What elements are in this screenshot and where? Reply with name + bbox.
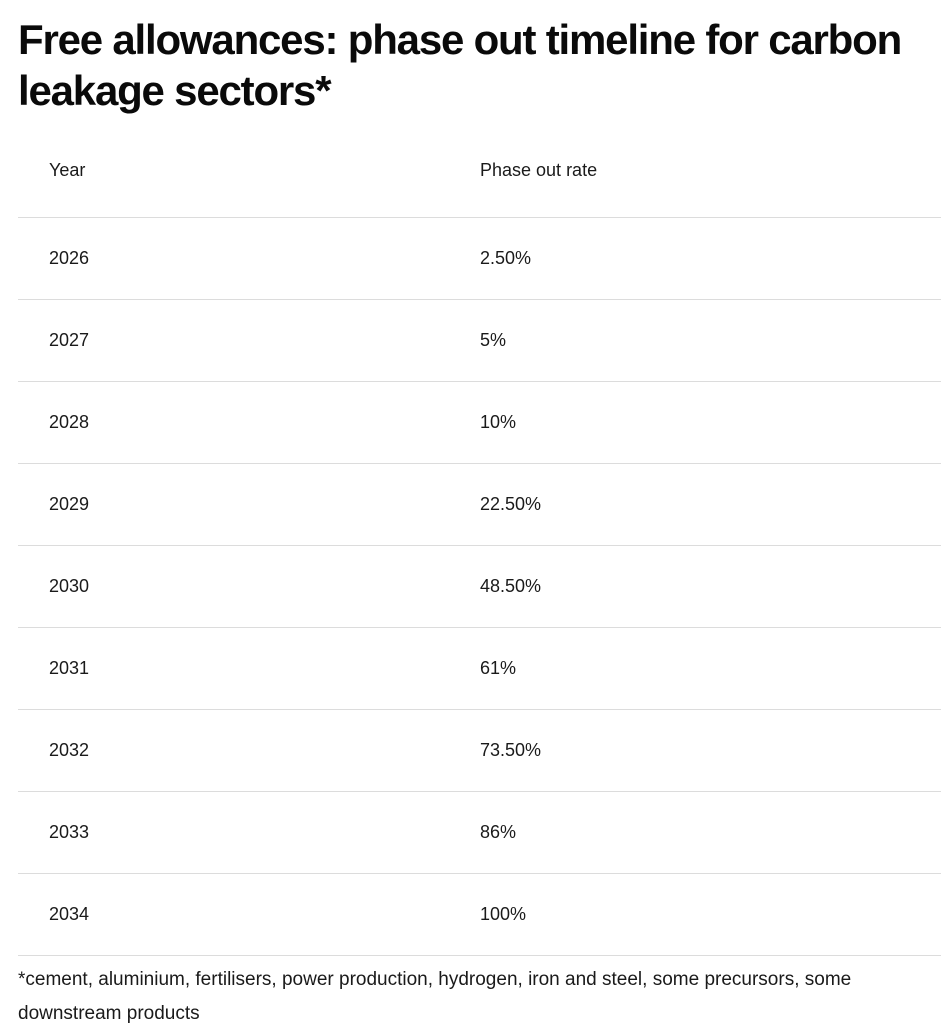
rate-cell: 48.50% xyxy=(449,545,941,628)
rate-cell: 10% xyxy=(449,381,941,464)
phase-out-table: Year Phase out rate 2026 2.50% 2027 5% 2… xyxy=(18,124,941,956)
table-row: 2030 48.50% xyxy=(18,545,941,628)
year-cell: 2034 xyxy=(18,873,449,956)
year-cell: 2029 xyxy=(18,463,449,546)
table-row: 2034 100% xyxy=(18,873,941,956)
rate-cell: 2.50% xyxy=(449,217,941,300)
rate-cell: 73.50% xyxy=(449,709,941,792)
year-cell: 2033 xyxy=(18,791,449,874)
rate-cell: 22.50% xyxy=(449,463,941,546)
table-row: 2033 86% xyxy=(18,791,941,874)
year-cell: 2032 xyxy=(18,709,449,792)
table-header-row: Year Phase out rate xyxy=(18,124,941,218)
column-header-year: Year xyxy=(18,124,449,218)
page-title: Free allowances: phase out timeline for … xyxy=(18,16,902,114)
table-row: 2026 2.50% xyxy=(18,217,941,300)
table-row: 2032 73.50% xyxy=(18,709,941,792)
rate-cell: 61% xyxy=(449,627,941,710)
rate-cell: 5% xyxy=(449,299,941,382)
table-row: 2027 5% xyxy=(18,299,941,382)
year-cell: 2030 xyxy=(18,545,449,628)
column-header-phase-out-rate: Phase out rate xyxy=(449,124,941,218)
year-cell: 2027 xyxy=(18,299,449,382)
year-cell: 2028 xyxy=(18,381,449,464)
table-row: 2029 22.50% xyxy=(18,463,941,546)
rate-cell: 100% xyxy=(449,873,941,956)
article-content: Free allowances: phase out timeline for … xyxy=(18,0,941,1031)
table-row: 2031 61% xyxy=(18,627,941,710)
year-cell: 2026 xyxy=(18,217,449,300)
rate-cell: 86% xyxy=(449,791,941,874)
year-cell: 2031 xyxy=(18,627,449,710)
table-row: 2028 10% xyxy=(18,381,941,464)
footnote: *cement, aluminium, fertilisers, power p… xyxy=(18,969,852,1024)
